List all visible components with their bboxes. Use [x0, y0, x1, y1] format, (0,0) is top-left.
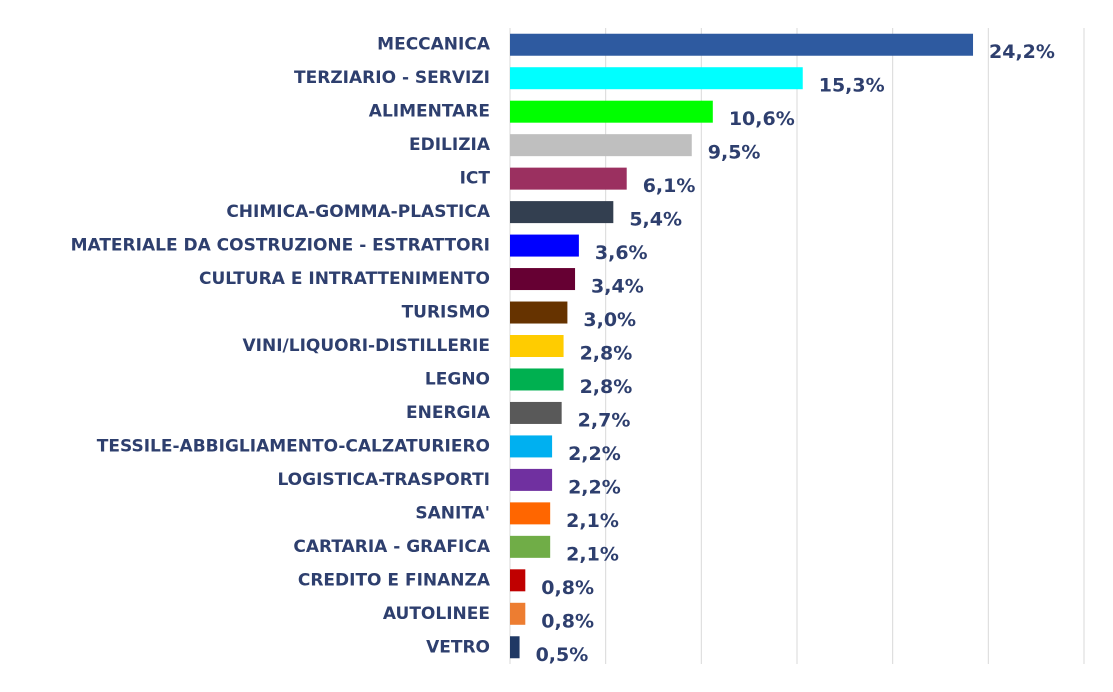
- value-label: 0,8%: [541, 610, 594, 632]
- bar: [510, 167, 627, 190]
- y-tick-label: TURISMO: [402, 303, 490, 323]
- bar: [510, 468, 553, 491]
- value-label: 15,3%: [819, 75, 885, 97]
- value-label: 0,5%: [536, 644, 589, 666]
- value-label: 24,2%: [989, 41, 1055, 63]
- bar: [510, 535, 551, 558]
- y-tick-label: SANITA': [415, 503, 490, 523]
- bar: [510, 602, 526, 625]
- bar: [510, 502, 551, 525]
- bar: [510, 134, 692, 157]
- y-tick-label: CULTURA E INTRATTENIMENTO: [199, 269, 490, 289]
- value-label: 3,4%: [591, 276, 644, 298]
- y-tick-label: ALIMENTARE: [369, 102, 490, 122]
- value-label: 5,4%: [629, 209, 682, 231]
- bar: [510, 335, 564, 357]
- bar: [510, 636, 520, 659]
- bar: [510, 401, 562, 424]
- value-label: 2,2%: [568, 443, 621, 465]
- value-label: 2,1%: [566, 543, 619, 565]
- y-tick-label: AUTOLINEE: [383, 604, 490, 624]
- bar: [510, 67, 803, 90]
- bar: [510, 234, 579, 257]
- value-label: 2,2%: [568, 476, 621, 498]
- value-label: 2,8%: [580, 343, 633, 365]
- y-tick-label: LEGNO: [425, 369, 490, 389]
- y-tick-label: CARTARIA - GRAFICA: [293, 537, 490, 557]
- y-tick-label: TERZIARIO - SERVIZI: [294, 68, 490, 88]
- value-label: 3,0%: [583, 309, 636, 331]
- value-label: 2,1%: [566, 510, 619, 532]
- value-label: 10,6%: [729, 108, 795, 130]
- bar: [510, 368, 564, 391]
- bar: [510, 100, 713, 123]
- y-tick-label: CHIMICA-GOMMA-PLASTICA: [226, 202, 491, 222]
- y-tick-label: ICT: [460, 169, 491, 189]
- bar: [510, 569, 526, 592]
- y-tick-label: ENERGIA: [406, 403, 491, 423]
- y-tick-label: MATERIALE DA COSTRUZIONE - ESTRATTORI: [71, 236, 490, 256]
- y-tick-label: CREDITO E FINANZA: [298, 570, 491, 590]
- bar: [510, 201, 614, 224]
- value-label: 9,5%: [708, 142, 761, 164]
- y-tick-label: TESSILE-ABBIGLIAMENTO-CALZATURIERO: [97, 436, 490, 456]
- y-tick-label: MECCANICA: [377, 35, 491, 55]
- value-label: 0,8%: [541, 577, 594, 599]
- y-tick-label: LOGISTICA-TRASPORTI: [277, 470, 490, 490]
- value-label: 2,7%: [578, 409, 631, 431]
- value-label: 3,6%: [595, 242, 648, 264]
- bar: [510, 268, 576, 291]
- bar: [510, 435, 553, 458]
- y-tick-label: EDILIZIA: [409, 135, 491, 155]
- y-tick-label: VETRO: [426, 637, 490, 657]
- y-tick-label: VINI/LIQUORI-DISTILLERIE: [243, 336, 491, 356]
- bar: [510, 301, 568, 324]
- value-label: 6,1%: [643, 175, 696, 197]
- bar: [510, 33, 974, 56]
- value-label: 2,8%: [580, 376, 633, 398]
